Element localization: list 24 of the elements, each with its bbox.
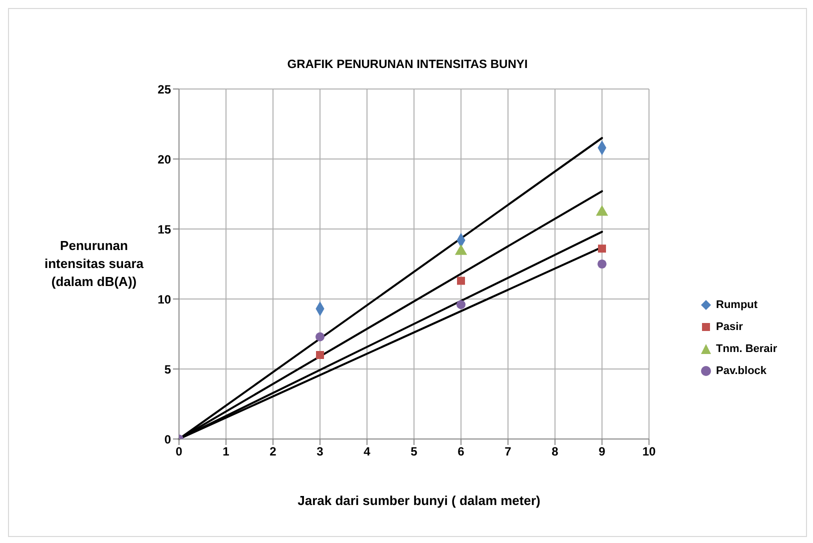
legend-label: Pasir bbox=[716, 321, 743, 333]
y-tick-label: 15 bbox=[158, 222, 172, 236]
x-tick-label: 6 bbox=[458, 444, 465, 459]
x-tick-label: 4 bbox=[364, 444, 371, 459]
legend-label: Pav.block bbox=[716, 365, 767, 377]
x-tick-label: 3 bbox=[316, 444, 324, 459]
y-tick-label: 20 bbox=[158, 152, 172, 166]
y-tick-label: 25 bbox=[158, 82, 172, 96]
x-tick-label: 2 bbox=[270, 444, 277, 459]
x-tick-label: 10 bbox=[642, 444, 656, 459]
y-tick-label: 5 bbox=[164, 362, 172, 376]
x-tick-label: 1 bbox=[222, 444, 230, 459]
x-tick-label: 5 bbox=[410, 444, 418, 459]
legend-label: Tnm. Berair bbox=[716, 343, 778, 355]
legend-label: Rumput bbox=[716, 299, 758, 311]
x-tick-label: 7 bbox=[504, 444, 512, 459]
x-axis-title: Jarak dari sumber bunyi ( dalam meter) bbox=[296, 493, 542, 508]
x-tick-label: 9 bbox=[598, 444, 606, 459]
x-tick-label: 8 bbox=[552, 444, 559, 459]
chart-title: GRAFIK PENURUNAN INTENSITAS BUNYI bbox=[286, 57, 529, 71]
y-axis-title: Penurunan intensitas suara (dalam dB(A)) bbox=[44, 237, 144, 291]
y-tick-label: 0 bbox=[164, 432, 172, 446]
x-tick-label: 0 bbox=[176, 444, 183, 459]
y-tick-label: 10 bbox=[158, 292, 172, 306]
